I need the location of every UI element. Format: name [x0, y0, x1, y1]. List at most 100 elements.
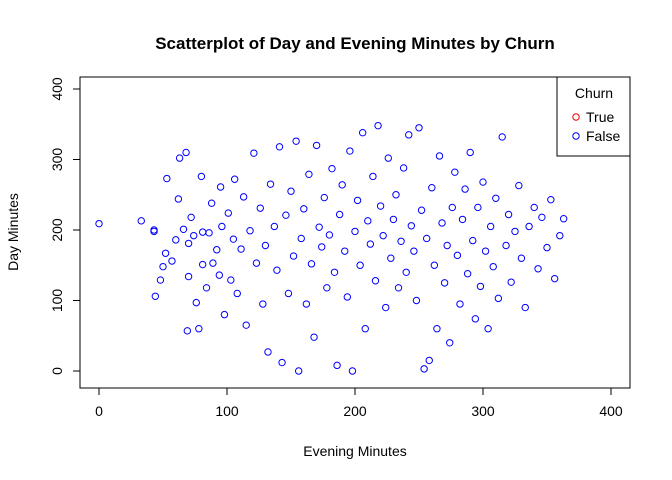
data-point-false — [275, 143, 284, 151]
data-point-false — [474, 203, 482, 212]
data-point-false — [453, 251, 462, 260]
data-point-false — [250, 149, 258, 157]
data-point-false — [278, 358, 286, 367]
data-point-false — [420, 365, 428, 373]
data-point-false — [399, 164, 408, 172]
data-point-false — [492, 194, 500, 202]
data-point-false — [479, 178, 487, 186]
data-point-false — [318, 243, 326, 251]
data-point-false — [481, 247, 490, 255]
data-point-false — [556, 231, 564, 240]
y-tick-label: 400 — [49, 77, 65, 101]
data-point-false — [525, 222, 533, 231]
data-point-false — [484, 325, 492, 333]
data-point-false — [417, 206, 426, 214]
data-point-false — [227, 276, 235, 284]
data-point-false — [161, 249, 170, 257]
data-point-false — [384, 154, 392, 162]
data-point-false — [412, 296, 421, 305]
data-point-false — [297, 234, 305, 243]
data-point-false — [213, 246, 221, 254]
x-tick-label: 100 — [215, 403, 239, 419]
data-point-false — [511, 227, 519, 236]
data-point-false — [95, 219, 103, 228]
data-point-false — [538, 213, 546, 222]
data-point-false — [446, 339, 454, 347]
data-point-false — [387, 254, 395, 262]
data-point-false — [284, 289, 293, 298]
data-point-false — [433, 325, 441, 333]
data-point-false — [392, 191, 400, 199]
data-point-false — [543, 243, 551, 252]
data-point-false — [364, 217, 372, 225]
data-point-false — [287, 187, 295, 195]
data-point-false — [517, 254, 526, 262]
data-point-false — [198, 260, 207, 269]
data-point-false — [402, 268, 410, 276]
data-point-false — [220, 310, 229, 319]
data-point-false — [451, 168, 459, 176]
plot-area — [79, 76, 631, 389]
data-point-false — [259, 300, 267, 308]
data-point-false — [469, 236, 477, 245]
data-point-false — [428, 184, 436, 192]
data-point-false — [507, 278, 515, 286]
x-tick-label: 400 — [599, 403, 623, 419]
y-tick-label: 200 — [49, 218, 65, 242]
legend-box — [556, 76, 631, 157]
data-point-false — [252, 259, 261, 267]
data-point-false — [407, 222, 416, 230]
data-point-false — [351, 227, 359, 236]
data-point-false — [502, 241, 510, 250]
data-point-false — [494, 294, 503, 303]
data-point-false — [172, 236, 180, 244]
data-point-false — [264, 348, 272, 356]
data-point-false — [175, 154, 184, 162]
data-point-false — [209, 259, 217, 267]
data-point-false — [466, 148, 474, 157]
data-point-false — [224, 209, 232, 217]
data-point-false — [471, 315, 480, 323]
data-point-false — [405, 131, 413, 139]
data-point-false — [230, 175, 239, 183]
y-axis: 0 100 200 300 400 — [49, 77, 80, 375]
data-point-false — [273, 266, 281, 274]
x-tick-label: 0 — [95, 403, 103, 419]
data-point-false — [246, 227, 254, 235]
data-point-false — [371, 277, 380, 285]
data-point-false — [266, 180, 275, 188]
data-point-false — [379, 231, 387, 240]
data-point-false — [190, 231, 198, 240]
data-point-false — [438, 219, 446, 227]
y-tick-label: 0 — [49, 367, 65, 375]
data-point-false — [389, 215, 398, 224]
legend: Churn True False — [556, 76, 631, 157]
data-point-false — [242, 321, 250, 329]
legend-marker-false — [572, 132, 580, 140]
data-points — [95, 121, 568, 375]
data-point-false — [448, 203, 456, 212]
data-point-false — [397, 237, 405, 245]
data-point-false — [270, 222, 279, 231]
y-tick-label: 300 — [49, 148, 65, 172]
data-point-false — [182, 148, 190, 157]
data-point-false — [550, 274, 559, 283]
data-point-false — [307, 260, 316, 268]
data-point-false — [207, 199, 216, 207]
data-point-false — [156, 276, 165, 284]
data-point-false — [346, 147, 354, 155]
data-point-false — [197, 172, 206, 181]
y-axis-title: Day Minutes — [5, 193, 21, 271]
data-point-false — [187, 213, 195, 222]
data-point-false — [366, 240, 375, 248]
data-point-false — [174, 195, 183, 203]
data-point-false — [547, 195, 555, 204]
data-point-false — [461, 185, 469, 193]
data-point-false — [369, 172, 377, 181]
data-point-false — [504, 210, 513, 219]
data-point-false — [163, 174, 171, 183]
legend-title: Churn — [575, 85, 613, 101]
data-point-false — [530, 203, 538, 212]
data-point-false — [215, 271, 224, 279]
data-point-false — [382, 303, 390, 312]
